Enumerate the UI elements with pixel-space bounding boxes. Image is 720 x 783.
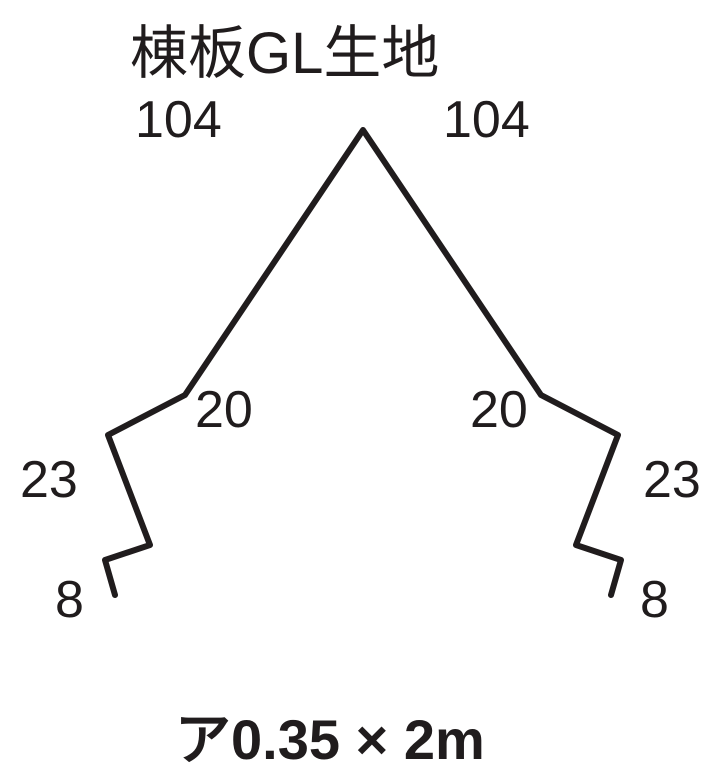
diagram-title: 棟板GL生地: [130, 6, 439, 90]
dim-mid-right: 20: [470, 380, 528, 440]
dim-top-right: 104: [443, 90, 530, 150]
dim-bottom-left: 8: [55, 570, 84, 630]
dim-side-left: 23: [20, 450, 78, 510]
dim-side-right: 23: [643, 450, 701, 510]
profile-outline: [0, 0, 720, 783]
spec-footer: ア0.35 × 2m: [175, 695, 485, 776]
dim-bottom-right: 8: [640, 570, 669, 630]
dim-top-left: 104: [135, 90, 222, 150]
dim-mid-left: 20: [195, 380, 253, 440]
